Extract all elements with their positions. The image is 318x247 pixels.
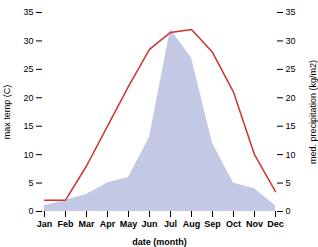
svg-text:Nov: Nov [246,219,263,229]
svg-text:May: May [120,219,138,229]
svg-text:Oct: Oct [226,219,241,229]
svg-text:Mar: Mar [78,219,95,229]
svg-text:10: 10 [286,150,296,160]
svg-text:35: 35 [23,7,33,17]
svg-text:30: 30 [23,36,33,46]
svg-text:med. precipitation (kg/m2): med. precipitation (kg/m2) [308,60,318,164]
svg-text:Jul: Jul [164,219,177,229]
svg-text:Jun: Jun [141,219,157,229]
svg-text:Apr: Apr [100,219,116,229]
svg-text:Sep: Sep [204,219,221,229]
svg-text:25: 25 [286,64,296,74]
svg-text:max temp (C): max temp (C) [2,85,12,140]
svg-text:Aug: Aug [183,219,201,229]
svg-text:5: 5 [286,178,291,188]
svg-text:10: 10 [23,150,33,160]
svg-text:25: 25 [23,64,33,74]
svg-text:15: 15 [23,121,33,131]
svg-text:0: 0 [286,206,291,216]
svg-text:30: 30 [286,36,296,46]
svg-text:date (month): date (month) [132,237,187,247]
svg-text:35: 35 [286,7,296,17]
svg-text:20: 20 [23,93,33,103]
svg-text:5: 5 [28,178,33,188]
svg-text:20: 20 [286,93,296,103]
svg-text:Dec: Dec [267,219,284,229]
svg-text:0: 0 [28,206,33,216]
svg-text:15: 15 [286,121,296,131]
svg-text:Feb: Feb [57,219,74,229]
svg-text:Jan: Jan [37,219,53,229]
